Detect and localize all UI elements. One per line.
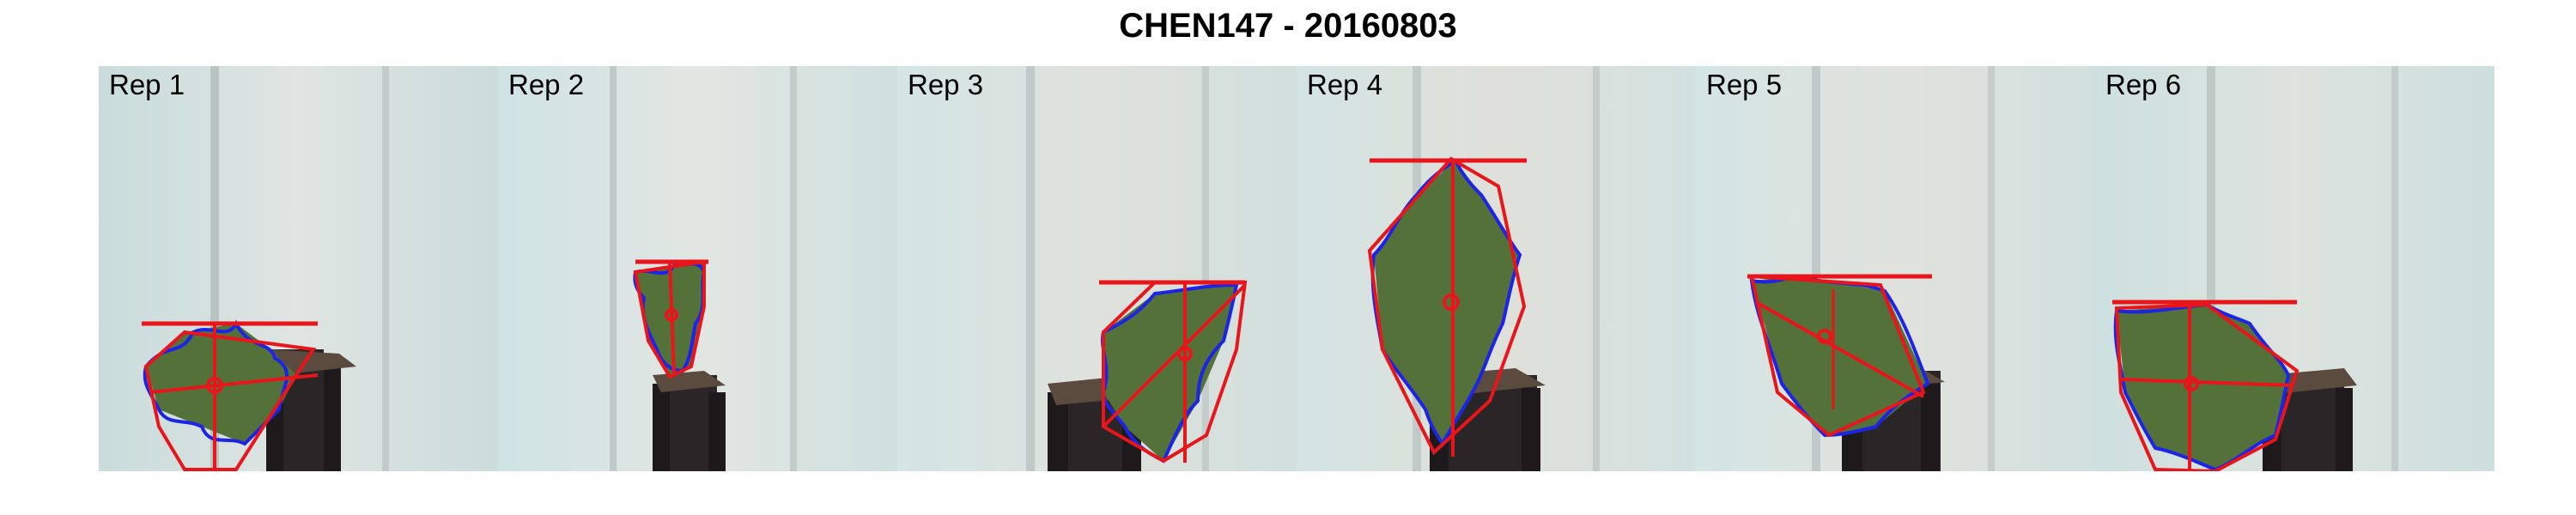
panel-rep-6: Rep 6 [2095,66,2494,471]
rep-label: Rep 2 [508,69,585,100]
panel-rep-1: Rep 1 [99,66,498,471]
rep-label: Rep 3 [908,69,984,100]
rep-label: Rep 1 [109,69,185,100]
figure-title: CHEN147 - 20160803 [1119,7,1457,45]
plant-photo-rep-3 [897,66,1297,471]
plant-photo-rep-4 [1297,66,1696,471]
image-strip: Rep 1 Rep 2 [99,66,2494,471]
plant-photo-rep-2 [498,66,897,471]
plant-photo-rep-6 [2095,66,2494,471]
plant-photo-rep-1 [99,66,498,471]
panel-rep-4: Rep 4 [1297,66,1696,471]
panel-rep-2: Rep 2 [498,66,897,471]
rep-label: Rep 4 [1307,69,1383,100]
plant-photo-rep-5 [1696,66,2095,471]
panel-rep-3: Rep 3 [897,66,1297,471]
rep-label: Rep 6 [2105,69,2182,100]
rep-label: Rep 5 [1706,69,1783,100]
panel-rep-5: Rep 5 [1696,66,2095,471]
